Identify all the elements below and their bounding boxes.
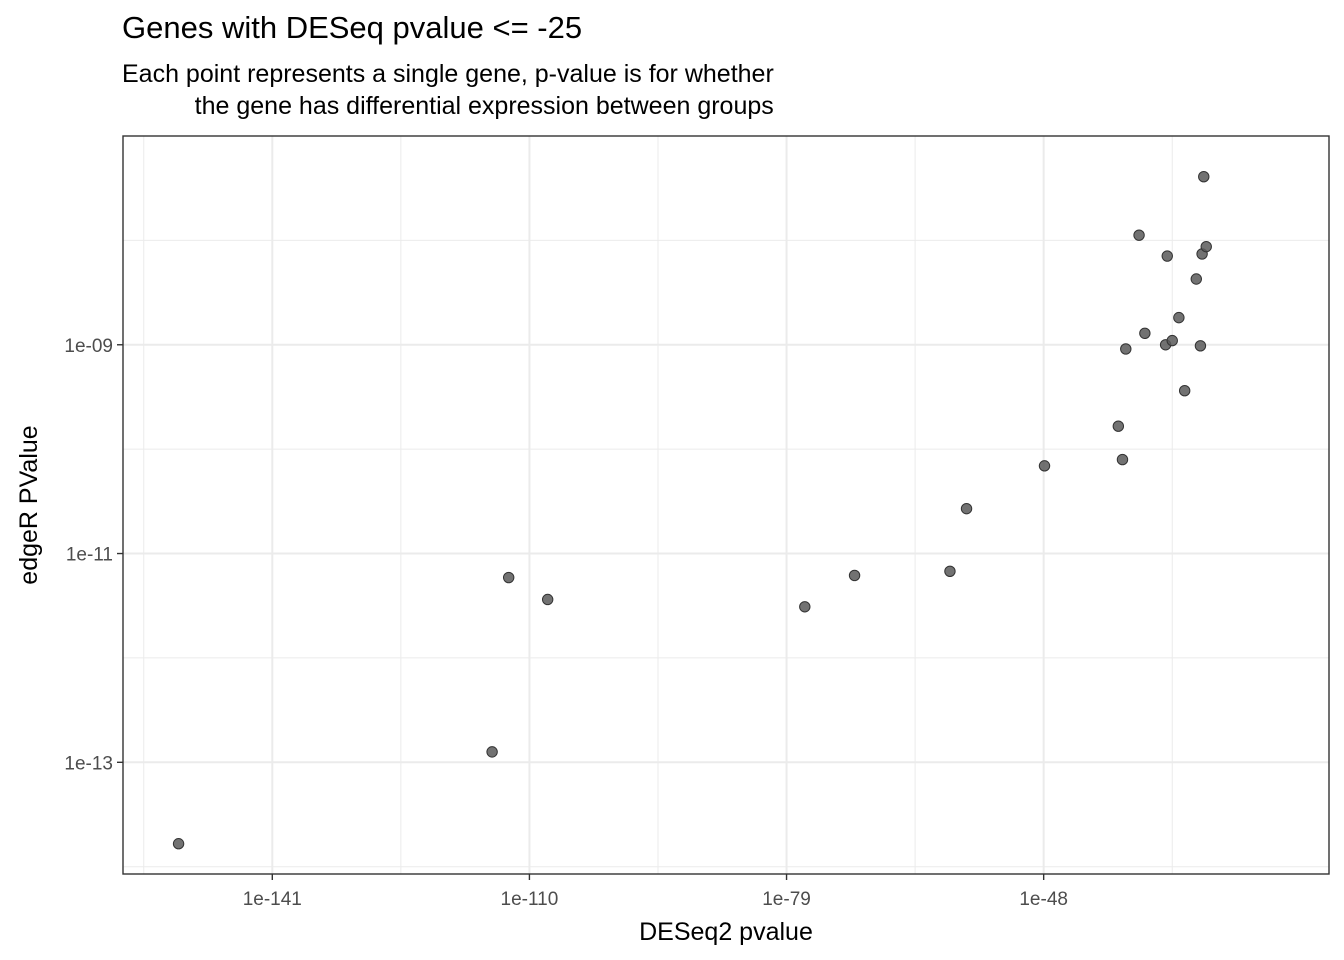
x-axis-title: DESeq2 pvalue	[639, 918, 813, 946]
data-point	[1198, 171, 1210, 183]
grid-minor	[123, 136, 1329, 874]
x-tick-label: 1e-48	[1019, 889, 1068, 910]
y-tick-label: 1e-09	[64, 336, 113, 357]
plot-panel-background	[123, 136, 1329, 874]
data-point	[502, 571, 515, 584]
data-point	[1112, 420, 1125, 432]
data-point	[1178, 384, 1191, 397]
data-point	[1173, 311, 1185, 324]
data-point	[1120, 343, 1132, 355]
chart-subtitle-line-1: Each point represents a single gene, p-v…	[122, 60, 774, 88]
x-tick-label: 1e-110	[501, 889, 559, 910]
data-points	[172, 171, 1212, 850]
data-point	[1200, 240, 1212, 253]
x-tick-label: 1e-141	[243, 889, 302, 910]
data-point	[1038, 460, 1051, 472]
x-axis: 1e-141 1e-110 1e-79 1e-48	[243, 874, 1068, 910]
chart-subtitle-line-2: the gene has differential expression bet…	[194, 92, 774, 120]
data-point	[1166, 334, 1178, 347]
data-point	[486, 746, 498, 758]
data-point	[799, 601, 811, 613]
plot-panel-border	[122, 135, 1330, 875]
data-point	[1133, 229, 1145, 241]
data-point	[541, 593, 554, 606]
data-point	[1139, 327, 1151, 339]
y-tick-label: 1e-11	[66, 545, 113, 566]
data-point	[1190, 273, 1202, 285]
data-point	[960, 502, 973, 515]
chart-subtitle: Each point represents a single gene, p-v…	[122, 58, 774, 122]
data-point	[944, 565, 956, 577]
chart-title: Genes with DESeq pvalue <= -25	[122, 10, 583, 45]
data-point	[848, 569, 861, 582]
grid-major	[123, 136, 1329, 874]
x-tick-label: 1e-79	[762, 889, 811, 910]
data-point	[1194, 340, 1207, 352]
data-point	[172, 838, 185, 850]
y-tick-label: 1e-13	[64, 753, 113, 774]
data-point	[1116, 453, 1129, 466]
y-axis: 1e-09 1e-11 1e-13	[64, 336, 123, 774]
data-point	[1161, 250, 1173, 262]
y-axis-title: edgeR PValue	[15, 425, 43, 584]
